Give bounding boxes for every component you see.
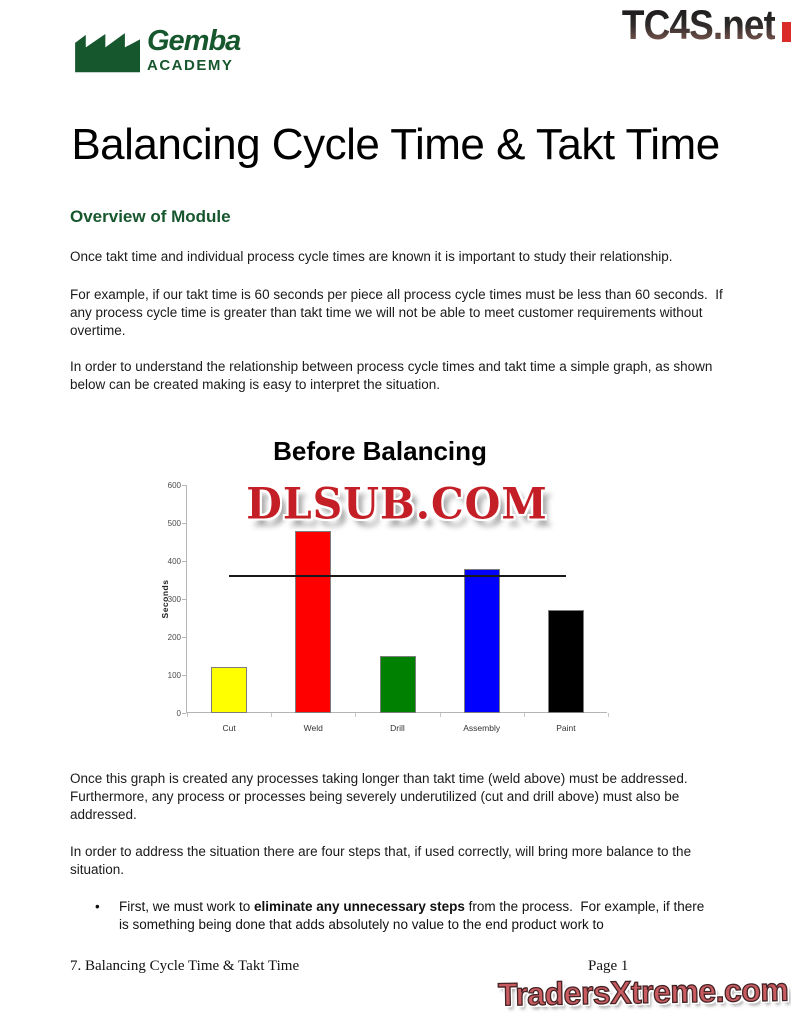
x-tick-mark xyxy=(439,713,441,717)
footer-page-number: Page 1 xyxy=(588,958,629,974)
section-heading: Overview of Module xyxy=(70,207,231,226)
before-balancing-chart: Before Balancing Seconds 0 100 200 300 400 50… xyxy=(140,428,620,750)
y-tick-mark xyxy=(182,675,186,676)
bullet-icon: • xyxy=(95,899,100,914)
bar-drill xyxy=(379,656,416,713)
y-tick-label: 600 xyxy=(167,481,181,490)
x-tick-mark xyxy=(355,713,357,717)
y-tick-mark xyxy=(182,637,186,638)
paragraph-3: In order to understand the relationship … xyxy=(70,359,717,392)
logo-text: Gemba ACADEMY xyxy=(147,25,241,74)
bar-cut xyxy=(211,667,248,713)
y-tick-mark xyxy=(182,599,186,600)
y-tick-label: 100 xyxy=(167,671,181,680)
y-tick-mark xyxy=(182,561,186,562)
x-category-label: Drill xyxy=(390,723,405,733)
paragraph-4: Once this graph is created any processes… xyxy=(70,771,692,822)
y-tick-label: 300 xyxy=(167,595,181,604)
gemba-academy-logo: Gemba ACADEMY xyxy=(75,25,241,74)
y-tick-mark xyxy=(182,713,186,714)
y-tick-label: 500 xyxy=(167,519,181,528)
watermark-tc4s: TC4S.net xyxy=(621,1,776,48)
paragraph-5: In order to address the situation there … xyxy=(70,844,695,877)
chart-plot-area: Seconds 0 100 200 300 400 500 600 Cut Weld Drill A… xyxy=(160,481,609,733)
x-category-label: Weld xyxy=(303,723,323,733)
bar-assembly xyxy=(463,568,500,713)
takt-time-line xyxy=(229,575,566,578)
footer-chapter-label: 7. Balancing Cycle Time & Takt Time xyxy=(70,958,300,974)
bullet-text-bold: eliminate any unnecessary steps xyxy=(254,899,465,914)
x-tick-mark xyxy=(523,713,525,717)
red-square-decoration xyxy=(782,22,791,42)
page-title: Balancing Cycle Time & Takt Time xyxy=(71,120,720,169)
watermark-tradersxtreme: TradersXtreme.com xyxy=(497,971,789,1013)
bullet-item: • First, we must work to eliminate any u… xyxy=(95,898,715,934)
bar-weld xyxy=(295,530,332,713)
y-tick-label: 200 xyxy=(167,633,181,642)
paragraph-2: For example, if our takt time is 60 seco… xyxy=(70,287,727,338)
x-tick-mark xyxy=(187,713,188,717)
x-category-label: Paint xyxy=(556,723,576,733)
y-tick-label: 400 xyxy=(167,557,181,566)
y-tick-mark xyxy=(182,523,186,524)
logo-academy-label: ACADEMY xyxy=(147,57,234,74)
factory-icon xyxy=(75,26,141,74)
bullet-text-pre: First, we must work to xyxy=(119,899,255,914)
chart-title: Before Balancing xyxy=(273,436,487,466)
paragraph-1: Once takt time and individual process cy… xyxy=(70,249,673,264)
x-tick-mark xyxy=(608,713,609,717)
bar-paint xyxy=(547,610,584,713)
x-category-label: Cut xyxy=(222,723,236,733)
x-tick-mark xyxy=(271,713,273,717)
logo-gemba-label: Gemba xyxy=(147,25,241,57)
y-tick-mark xyxy=(182,485,186,486)
y-tick-label: 0 xyxy=(176,709,181,718)
watermark-dlsub: DLSUB.COM xyxy=(246,479,548,529)
bullet-text: First, we must work to eliminate any unn… xyxy=(119,898,715,934)
x-category-label: Assembly xyxy=(463,723,501,733)
bullet-text-post: from the process. For example, if there … xyxy=(119,899,708,932)
